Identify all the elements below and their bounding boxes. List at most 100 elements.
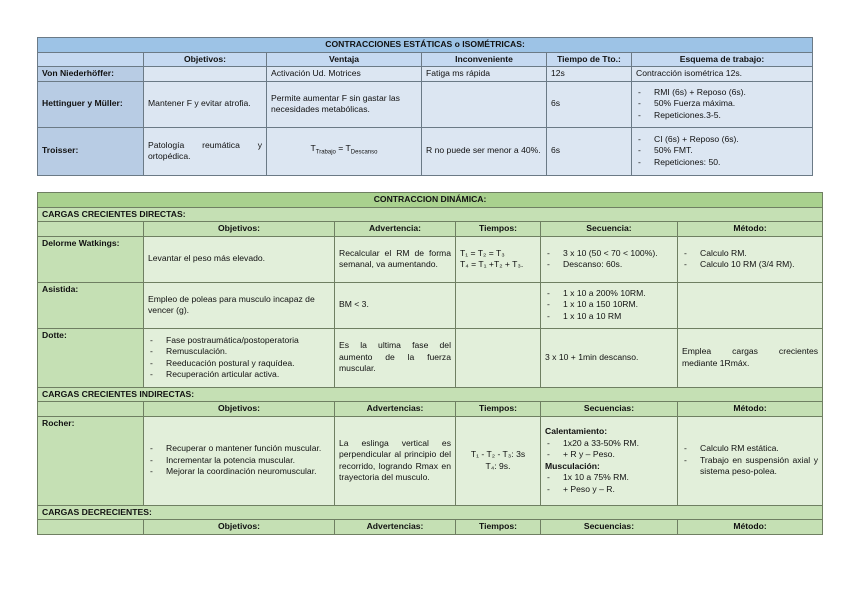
table-title: CONTRACCION DINÁMICA: [36,192,824,208]
formula-text: = T [335,142,351,153]
row-name: Dotte: [37,327,144,388]
header-cell: Objetivos: [143,401,335,417]
cell: 6s [546,80,632,128]
header-row: Objetivos: Advertencia: Tiempos: Secuenc… [37,221,824,237]
list-item: + R y – Peso. [545,449,673,461]
header-cell: Tiempos: [455,221,541,237]
dynamic-contraction-table: CONTRACCION DINÁMICA: CARGAS CRECIENTES … [36,192,824,535]
section-title: CARGAS CRECIENTES DIRECTAS: [36,206,824,222]
cell: Calculo RM.Calculo 10 RM (3/4 RM). [676,235,824,283]
formula-text: T [310,142,316,153]
table-row: Rocher: Recuperar o mantener función mus… [37,415,824,506]
subheading: Calentamiento: [545,426,608,436]
table-row: Asistida: Empleo de poleas para musculo … [37,281,824,329]
cell [676,281,824,329]
header-row: Objetivos: Advertencias: Tiempos: Secuen… [37,401,824,417]
table-row: Troisser: Patología reumática y ortopédi… [37,126,814,176]
header-row: Objetivos: Ventaja Inconveniente Tiempo … [37,51,814,67]
list-item: 1 x 10 a 150 10RM. [545,299,673,311]
cell-line: T₁ = T₂ = T₃ [460,247,505,258]
list-item: RMI (6s) + Reposo (6s). [636,87,808,99]
list-item: Calculo RM. [682,248,818,260]
header-cell: Esquema de trabajo: [630,51,814,67]
header-cell: Objetivos: [143,51,267,67]
section-title: CARGAS DECRECIENTES: [36,504,824,520]
formula-sub: Descanso [350,149,378,156]
cell-line: T₄ = T₁ +T₂ + T₃. [460,259,524,269]
table-row: Delorme Watkings: Levantar el peso más e… [37,235,824,283]
header-cell [37,519,144,535]
cell: Fase postraumática/postoperatoriaRemuscu… [143,327,335,388]
header-cell: Ventaja [266,51,422,67]
list-item: Calculo 10 RM (3/4 RM). [682,259,818,271]
table-title: CONTRACCIONES ESTÁTICAS o ISOMÉTRICAS: [36,37,814,53]
header-cell: Tiempos: [455,401,541,417]
cell: Empleo de poleas para musculo incapaz de… [143,281,335,329]
cell: Mantener F y evitar atrofia. [143,80,267,128]
list-item: + Peso y – R. [545,484,673,496]
list-item: Remusculación. [148,346,330,358]
list-item: Repeticiones: 50. [636,157,808,169]
header-cell: Método: [676,401,824,417]
row-name: Hettinguer y Müller: [37,80,144,128]
row-name: Von Niederhöffer: [37,66,144,82]
cell: 3 x 10 + 1min descanso. [540,327,678,388]
cell: 12s [546,66,632,82]
cell: Activación Ud. Motrices [266,66,422,82]
cell: T₁ - T₂ - T₃: 3s T₄: 9s. [455,415,541,506]
header-cell [37,51,144,67]
header-cell: Objetivos: [143,221,335,237]
cell [421,80,547,128]
header-cell: Secuencias: [540,519,678,535]
cell: T₁ = T₂ = T₃ T₄ = T₁ +T₂ + T₃. [455,235,541,283]
table-row: Dotte: Fase postraumática/postoperatoria… [37,327,824,388]
header-cell: Método: [676,221,824,237]
cell-line: T₄: 9s. [485,460,511,471]
static-contractions-table: CONTRACCIONES ESTÁTICAS o ISOMÉTRICAS: O… [36,37,814,176]
list-item: 1 x 10 a 10 RM [545,311,673,323]
cell: CI (6s) + Reposo (6s).50% FMT.Repeticion… [630,126,814,176]
row-name: Delorme Watkings: [37,235,144,283]
formula-sub: Trabajo [315,149,336,156]
header-cell: Método: [676,519,824,535]
cell: Levantar el peso más elevado. [143,235,335,283]
header-cell: Tiempos: [455,519,541,535]
list-item: Trabajo en suspensión axial y sistema pe… [682,455,818,478]
cell [455,327,541,388]
cell [455,281,541,329]
cell: 1 x 10 a 200% 10RM.1 x 10 a 150 10RM.1 x… [540,281,678,329]
table-row: Hettinguer y Müller: Mantener F y evitar… [37,80,814,128]
section-title: CARGAS CRECIENTES INDIRECTAS: [36,386,824,402]
cell: 3 x 10 (50 < 70 < 100%).Descanso: 60s. [540,235,678,283]
list-item: Calculo RM estática. [682,443,818,455]
list-item: Reeducación postural y raquídea. [148,358,330,370]
list-item: Repeticiones.3-5. [636,110,808,122]
header-cell: Inconveniente [421,51,547,67]
list-item: Descanso: 60s. [545,259,673,271]
cell: RMI (6s) + Reposo (6s).50% Fuerza máxima… [630,80,814,128]
row-name: Rocher: [37,415,144,506]
row-name: Asistida: [37,281,144,329]
cell: Contracción isométrica 12s. [630,66,814,82]
header-cell: Objetivos: [143,519,335,535]
header-cell [37,401,144,417]
header-cell: Advertencia: [334,221,456,237]
cell: 6s [546,126,632,176]
header-cell: Advertencias: [334,401,456,417]
cell: BM < 3. [334,281,456,329]
table-row: Von Niederhöffer: Activación Ud. Motrice… [37,66,814,82]
header-cell: Secuencia: [540,221,678,237]
cell: Recalcular el RM de forma semanal, va au… [334,235,456,283]
list-item: Recuperar o mantener función muscular. [148,443,330,455]
header-cell: Secuencias: [540,401,678,417]
cell: Es la ultima fase del aumento de la fuer… [334,327,456,388]
list-item: 1 x 10 a 200% 10RM. [545,288,673,300]
list-item: Recuperación articular activa. [148,369,330,381]
list-item: Fase postraumática/postoperatoria [148,335,330,347]
list-item: 1x 10 a 75% RM. [545,472,673,484]
cell: Patología reumática y ortopédica. [143,126,267,176]
list-item: 50% FMT. [636,145,808,157]
header-row: Objetivos: Advertencias: Tiempos: Secuen… [37,519,824,535]
cell: Permite aumentar F sin gastar las necesi… [266,80,422,128]
header-cell [37,221,144,237]
